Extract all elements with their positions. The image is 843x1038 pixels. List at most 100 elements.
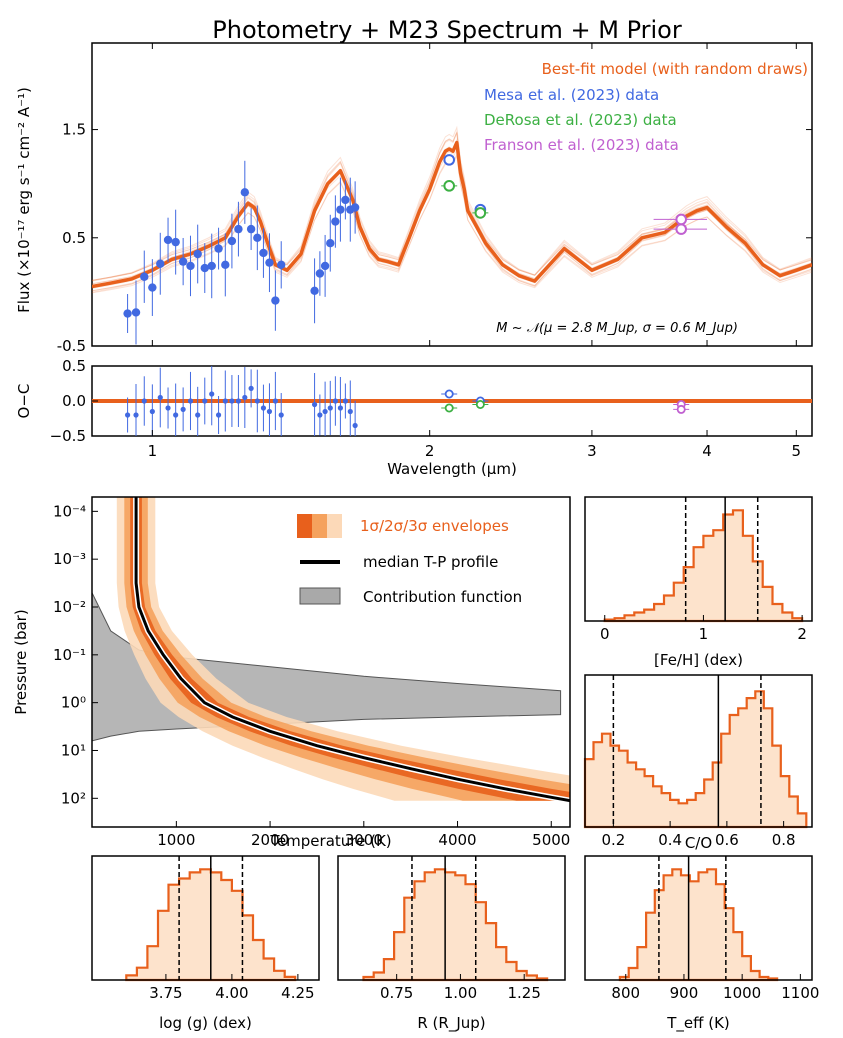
hist_co-panel: 0.2 0.4 0.6 0.8 C/O [583, 674, 813, 852]
residual-mesa-point [352, 422, 358, 429]
hist_r-frame [337, 855, 566, 981]
residual-mesa-point [195, 412, 201, 418]
model-draw-line [92, 147, 812, 285]
residual-mesa-point [229, 398, 235, 404]
mesa-point [163, 235, 173, 245]
hist_logg-frame [91, 855, 320, 981]
residual-mesa-point [347, 408, 353, 415]
wavelength-x-ticks: 1 2 3 4 5 [148, 430, 801, 460]
model-draw-line [92, 143, 812, 289]
mesa-point [320, 261, 330, 271]
residual-mesa-point [187, 398, 194, 404]
tp-xlabel: Temperature (K) [269, 832, 391, 850]
mesa-point [253, 233, 262, 242]
hist_feh-panel: 0 1 2 [Fe/H] (dex) [584, 496, 813, 669]
model-draw-line [92, 154, 812, 292]
tp-xtick-label: 4000 [438, 831, 476, 849]
hist_co-xtick-label: 0.4 [658, 831, 682, 849]
mesa-point [123, 309, 132, 318]
legend-derosa: DeRosa et al. (2023) data [484, 111, 677, 129]
tp-xtick-label: 3000 [345, 831, 383, 849]
legend-mesa: Mesa et al. (2023) data [484, 86, 659, 104]
wavelength-tick-label: 4 [702, 442, 712, 460]
tp-envelope-band [116, 497, 570, 801]
residual-mesa-point [222, 398, 228, 404]
residual-panel: −0.5 0.0 0.5 1 2 3 4 5 O−C Wavelength (μm) [15, 357, 813, 478]
legend-contribution: Contribution function [363, 588, 522, 606]
mesa-point [315, 269, 325, 278]
mesa-point [259, 248, 268, 258]
mesa-point [171, 237, 180, 247]
legend-swatch-3sigma [327, 514, 342, 538]
residual-mesa-point [248, 385, 254, 391]
spectrum-frame [91, 42, 813, 347]
tp-ytick-label: 10¹ [61, 741, 86, 759]
residual-mesa-point [180, 406, 186, 412]
tp-ylabel: Pressure (bar) [12, 609, 30, 714]
residual-open-point [444, 403, 454, 413]
mesa-point [240, 188, 250, 197]
residual-mesa-point [327, 405, 333, 411]
residual-mesa-point [260, 405, 267, 411]
tp-ytick-label: 10⁰ [61, 694, 86, 712]
spectrum-ytick-label: 0.5 [62, 229, 86, 247]
wavelength-tick-label: 3 [587, 442, 597, 460]
hist_co-bars [583, 690, 808, 829]
mesa-point [265, 258, 274, 267]
hist_r-xtick-label: 0.75 [380, 984, 413, 1002]
residual-mesa-point [322, 408, 328, 415]
mesa-point [200, 263, 209, 273]
hist_teff-frame [584, 855, 813, 981]
figure-title: Photometry + M23 Spectrum + M Prior [212, 16, 682, 44]
hist_logg-xtick-label: 4.25 [281, 984, 314, 1002]
hist_feh-frame [584, 496, 813, 622]
legend-franson: Franson et al. (2023) data [484, 136, 679, 154]
hist_r-bars [362, 868, 549, 982]
residual-open-point [475, 399, 485, 409]
residual-mesa-point [342, 398, 348, 404]
mesa-point [227, 236, 237, 246]
tp-ytick-label: 10⁻³ [53, 550, 86, 568]
wavelength-tick-label: 1 [148, 442, 158, 460]
residual-mesa-point [173, 412, 179, 418]
median-tp-line [134, 497, 570, 803]
model-draw-line [92, 152, 812, 294]
residual-open-point [676, 404, 686, 414]
tp-xtick-label: 5000 [532, 831, 570, 849]
legend-best-fit: Best-fit model (with random draws) [542, 60, 808, 78]
hist_feh-xtick-label: 0 [600, 625, 610, 643]
tp-ytick-label: 10⁻¹ [53, 646, 86, 664]
mesa-point [193, 249, 202, 259]
mass-prior-annotation: M ~ 𝒩(μ = 2.8 M_Jup, σ = 0.6 M_Jup) [496, 321, 738, 336]
legend-median: median T-P profile [363, 553, 498, 571]
residual-mesa-point [235, 398, 242, 404]
mesa-point [277, 260, 286, 270]
residual-mesa-point [272, 398, 278, 404]
residual-mesa-point [124, 412, 131, 418]
mesa-point [341, 195, 350, 205]
mesa-point [331, 217, 340, 226]
mesa-point [178, 257, 188, 266]
residual-ytick-label: 0.5 [62, 357, 86, 375]
mesa-point [131, 308, 141, 317]
hist_feh-xlabel: [Fe/H] (dex) [654, 651, 743, 669]
tp-ytick-label: 10⁻⁴ [53, 502, 86, 520]
tp-plot-area [92, 497, 570, 804]
mesa-point [148, 283, 157, 292]
mesa-point [350, 203, 360, 212]
hist_teff-xtick-label: 1100 [781, 984, 819, 1002]
wavelength-xlabel: Wavelength (μm) [387, 460, 517, 478]
residual-mesa-point [278, 412, 284, 418]
hist_logg-panel: 3.75 4.00 4.25 log (g) (dex) [91, 855, 320, 1032]
residual-points [124, 366, 690, 436]
hist_feh-xtick-label: 2 [797, 625, 807, 643]
best-fit-model [92, 140, 812, 289]
mesa-open-point [443, 154, 456, 166]
mesa-point [310, 286, 319, 296]
hist_r-xtick-label: 1.25 [507, 984, 540, 1002]
residual-mesa-point [242, 394, 248, 401]
hist_logg-xtick-label: 4.00 [215, 984, 248, 1002]
histogram-panels: 0 1 2 [Fe/H] (dex) 0.2 0.4 0.6 0.8 C/O 3.75 4.00 4.… [91, 496, 819, 1033]
tp-xtick-label: 1000 [157, 831, 195, 849]
mesa-point [336, 205, 345, 214]
